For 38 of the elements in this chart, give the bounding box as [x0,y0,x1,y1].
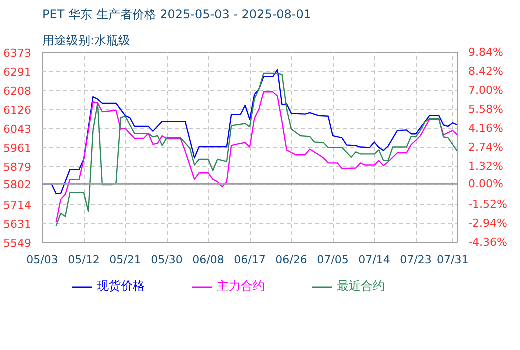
chart-subtitle: 用途级别:水瓶级 [42,34,131,48]
y-tick-label: 5714 [4,198,32,212]
x-tick-label: 07/05 [317,254,349,266]
x-tick-label: 05/03 [26,254,58,266]
y2-tick-label: 4.16% [468,122,504,135]
legend-label: 主力合约 [217,278,265,295]
y-tick-label: 6208 [4,85,32,98]
y2-tick-label: 7.00% [468,84,504,97]
legend-label: 最近合约 [337,278,385,295]
x-tick-label: 07/23 [400,254,432,266]
x-tick-label: 05/30 [151,254,183,266]
x-tick-label: 05/12 [68,254,100,266]
y2-tick-label: 2.74% [468,141,504,154]
x-tick-label: 07/31 [437,254,469,266]
y-tick-label: 5631 [4,218,32,232]
y-tick-label: 5961 [4,142,32,155]
y-tick-label: 5802 [4,178,32,192]
y2-tick-label: 8.42% [468,65,504,78]
y2-tick-label: 1.32% [468,160,504,173]
y-tick-label: 6126 [4,104,32,117]
x-tick-label: 05/21 [110,254,142,266]
x-tick-label: 07/14 [358,254,390,266]
y-tick-label: 5549 [4,237,32,250]
x-tick-label: 06/08 [192,254,224,266]
y-tick-label: 6043 [4,123,32,136]
y-tick-label: 6291 [4,66,32,79]
y2-tick-label: 9.84% [468,46,504,59]
x-tick-label: 06/17 [234,254,266,266]
y2-tick-label: 5.58% [468,103,504,116]
x-tick-label: 06/26 [276,254,308,266]
y2-tick-label: 0.00% [468,178,504,191]
y-tick-label: 6373 [4,47,32,60]
y2-tick-label: -2.94% [468,217,508,230]
legend-label: 现货价格 [97,278,145,295]
y2-tick-label: -4.36% [468,236,508,249]
y2-tick-label: -1.52% [468,198,508,211]
y-tick-label: 5879 [4,160,32,174]
chart-title: PET 华东 生产者价格 2025-05-03 - 2025-08-01 [42,8,312,22]
